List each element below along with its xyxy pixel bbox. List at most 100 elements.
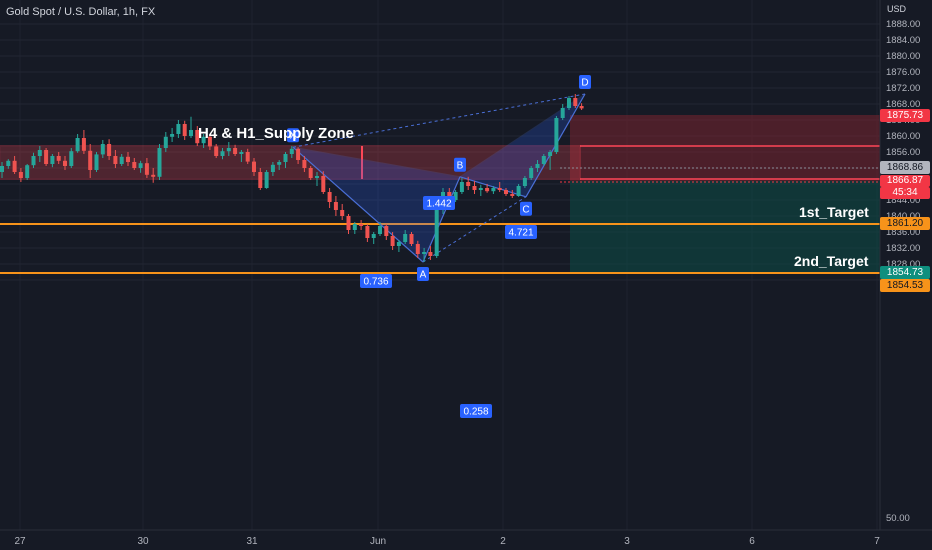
candle-body xyxy=(245,152,250,162)
last-price-label: 1868.86 xyxy=(880,161,930,174)
pattern-point-label: X xyxy=(290,131,297,142)
pattern-ratio-line xyxy=(422,196,527,263)
symbol-title[interactable]: Gold Spot / U.S. Dollar, 1h, FX xyxy=(6,6,156,18)
candle-body xyxy=(119,156,124,164)
candle-body xyxy=(321,176,326,192)
candle-body xyxy=(459,182,464,192)
candle-body xyxy=(132,162,137,168)
candle-body xyxy=(264,172,269,188)
pattern-point-badge xyxy=(454,157,466,172)
candle-body xyxy=(352,224,357,230)
candle-body xyxy=(422,252,427,254)
candles-layer xyxy=(0,94,584,262)
volume-tick-label: 50.00 xyxy=(886,513,910,524)
candle-body xyxy=(333,202,338,210)
candle-body xyxy=(226,148,231,152)
candle-body xyxy=(170,134,175,137)
time-axis[interactable]: 27 30 31 Jun 2 3 6 7 xyxy=(14,536,880,547)
y-tick-label: 1832.00 xyxy=(886,243,920,254)
candle-body xyxy=(378,226,382,234)
candle-body xyxy=(529,168,534,178)
candle-body xyxy=(63,160,67,166)
candle-body xyxy=(182,124,187,136)
x-tick-label: 2 xyxy=(500,536,506,547)
ratio-label: 1.442 xyxy=(426,199,451,210)
y-tick-label: 1880.00 xyxy=(886,51,920,62)
ratio-badge xyxy=(423,196,455,210)
y-tick-label: 1856.00 xyxy=(886,147,920,158)
y-tick-label: 1872.00 xyxy=(886,83,920,94)
candle-body xyxy=(472,186,477,190)
candle-body xyxy=(113,156,118,164)
y-tick-label: 1828.00 xyxy=(886,259,920,270)
candle-body xyxy=(497,188,502,190)
candle-body xyxy=(151,174,156,177)
candle-body xyxy=(157,148,162,177)
candle-body xyxy=(69,151,74,166)
countdown-label: 45:34 xyxy=(880,187,930,199)
candle-body xyxy=(94,154,99,170)
candle-body xyxy=(296,148,301,160)
candle-body xyxy=(340,210,345,216)
candle-body xyxy=(75,138,80,152)
candle-body xyxy=(81,138,86,151)
candle-body xyxy=(270,164,275,172)
x-tick-label: 31 xyxy=(246,536,258,547)
candle-body xyxy=(302,160,307,168)
candle-body xyxy=(163,136,168,148)
x-tick-label: 7 xyxy=(874,536,880,547)
candle-body xyxy=(560,108,565,118)
pattern-point-badge xyxy=(417,267,429,281)
candle-body xyxy=(176,124,181,134)
candle-body xyxy=(466,182,471,186)
candle-body xyxy=(327,192,332,202)
candle-body xyxy=(31,156,36,166)
candle-body xyxy=(535,164,540,168)
candle-body xyxy=(25,165,30,178)
candle-body xyxy=(554,118,559,152)
pattern-leg xyxy=(292,146,424,263)
y-tick-label: 1840.00 xyxy=(886,211,920,222)
candle-body xyxy=(189,130,193,136)
candle-body xyxy=(283,154,288,162)
candle-body xyxy=(207,136,212,147)
candle-body xyxy=(522,178,527,186)
candle-body xyxy=(315,176,319,178)
ratio-label: 0.736 xyxy=(363,277,388,288)
candle-body xyxy=(548,152,553,156)
candle-body xyxy=(277,162,282,165)
candle-body xyxy=(428,252,433,256)
candle-body xyxy=(390,236,395,246)
candle-body xyxy=(220,151,225,156)
x-tick-label: Jun xyxy=(370,536,386,547)
current-price-label: 1866.87 xyxy=(880,175,930,187)
ratio-badge xyxy=(360,274,392,288)
y-tick-label: 1884.00 xyxy=(886,35,920,46)
candle-body xyxy=(478,188,483,190)
ratio-label: 0.258 xyxy=(463,407,488,418)
pattern-ratio-line xyxy=(292,93,586,148)
candle-body xyxy=(12,160,17,172)
candle-body xyxy=(396,242,401,246)
supply-zone-forecast-box xyxy=(570,115,880,181)
candle-body xyxy=(126,156,130,162)
candle-body xyxy=(6,160,11,166)
candle-body xyxy=(37,150,42,156)
pattern-point-badge xyxy=(287,128,299,143)
candle-body xyxy=(365,226,370,238)
candle-body xyxy=(359,224,364,226)
candle-body xyxy=(144,163,149,175)
candle-body xyxy=(346,216,351,230)
pattern-point-badge xyxy=(579,75,591,89)
candle-body xyxy=(403,234,408,242)
candle-body xyxy=(56,156,61,161)
candle-body xyxy=(258,172,263,188)
target2-price-label-b: 1854.53 xyxy=(880,279,930,292)
candle-body xyxy=(138,163,143,168)
x-tick-label: 30 xyxy=(137,536,149,547)
pattern-leg xyxy=(422,176,461,263)
target-forecast-box xyxy=(570,181,880,273)
pattern-point-label: D xyxy=(581,78,588,89)
candle-body xyxy=(88,150,93,170)
